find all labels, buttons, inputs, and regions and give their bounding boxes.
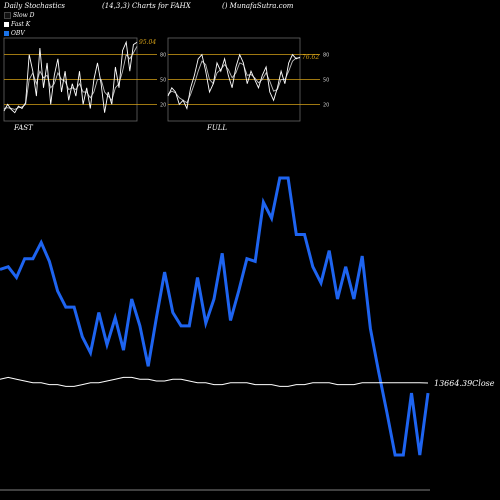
chart-title-right: () MunafaSutra.com: [222, 2, 294, 10]
fast-band-label-50: 50: [160, 78, 166, 84]
legend-obv: OBV: [4, 30, 25, 37]
close-value-label: 13664.39Close: [434, 379, 495, 388]
full-fast-k-line: [167, 53, 301, 110]
full-band-label-50: 50: [323, 78, 329, 84]
fast-panel-title: FAST: [13, 124, 34, 132]
full-band-label-80: 80: [323, 53, 329, 59]
obv-line: [0, 176, 430, 457]
fast-last-value: 95.04: [139, 39, 156, 46]
fast-band-label-20: 20: [160, 102, 166, 108]
fast-fast-k-line: [3, 40, 138, 114]
legend-label-obv: OBV: [11, 30, 25, 37]
legend-swatch-slow-d: [4, 12, 11, 19]
full-band-label-20: 20: [323, 102, 329, 108]
chart-title-left: Daily Stochastics: [4, 2, 66, 10]
legend-label-fast-k: Fast K: [11, 21, 31, 28]
legend-slow-d: Slow D: [4, 12, 35, 19]
legend-swatch-fast-k: [4, 22, 9, 27]
full-panel-title: FULL: [206, 124, 227, 132]
legend-swatch-obv: [4, 31, 9, 36]
full-slow-d-line: [167, 57, 300, 104]
full-last-value: 76.62: [302, 54, 319, 61]
fast-band-label-80: 80: [160, 53, 166, 59]
close-line: [0, 376, 429, 387]
legend-fast-k: Fast K: [4, 21, 30, 28]
chart-title-mid: (14,3,3) Charts for FAHX: [102, 2, 191, 10]
legend-label-slow-d: Slow D: [13, 12, 35, 19]
